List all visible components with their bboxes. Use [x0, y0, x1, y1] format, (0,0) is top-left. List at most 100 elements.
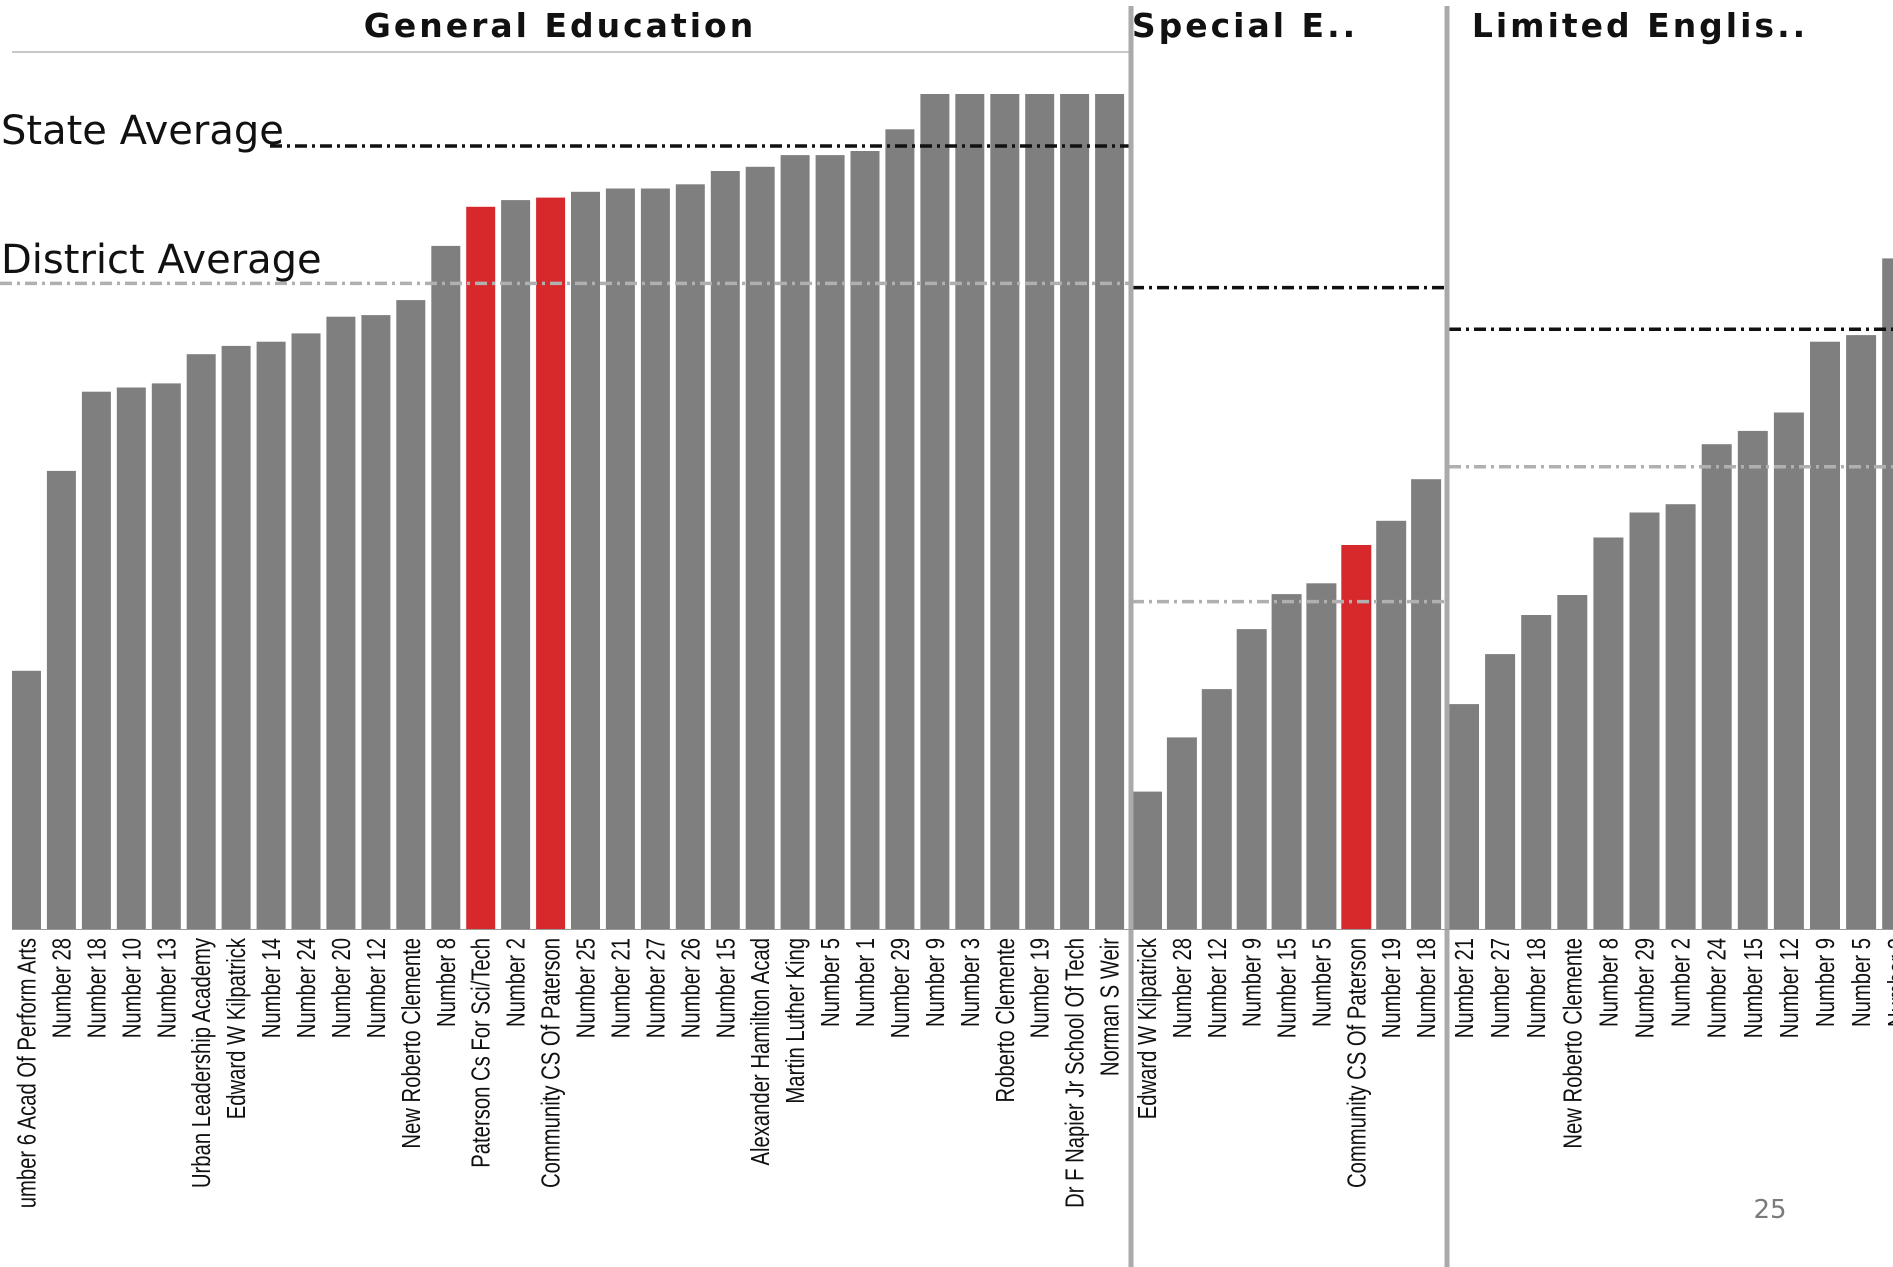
bar-general-education-10: [361, 315, 391, 930]
bar-general-education-0: [12, 670, 41, 929]
tick-label-general-education-17: Number 21: [606, 938, 635, 1038]
reference-lines-layer: [0, 144, 1893, 604]
bar-general-education-31: [1095, 94, 1125, 929]
bar-limited-englis-8: [1737, 430, 1768, 929]
text-layer: General Education umber 6 Acad Of Perform…: [12, 6, 1893, 1208]
bar-special-e-1: [1166, 737, 1197, 929]
bar-special-e-7: [1376, 520, 1407, 929]
tick-label-limited-englis-5: Number 29: [1630, 938, 1659, 1038]
bar-general-education-15: [536, 197, 566, 930]
tick-label-general-education-11: New Roberto Clemente: [396, 938, 425, 1149]
tick-label-limited-englis-9: Number 12: [1774, 938, 1803, 1038]
bar-limited-englis-0: [1449, 704, 1479, 929]
tick-label-general-education-30: Dr F Napier Jr School Of Tech: [1060, 938, 1089, 1208]
bar-limited-englis-7: [1701, 444, 1732, 929]
bar-special-e-8: [1411, 479, 1442, 929]
panel-title-general-education: General Education: [364, 6, 756, 45]
tick-label-limited-englis-1: Number 27: [1486, 938, 1515, 1038]
panel-title-special-e: Special E..: [1132, 6, 1358, 45]
tick-label-special-e-0: Edward W Kilpatrick: [1133, 938, 1162, 1120]
tick-label-general-education-20: Number 15: [711, 938, 740, 1038]
bar-general-education-3: [116, 387, 146, 929]
bar-special-e-2: [1201, 689, 1232, 929]
bar-special-e-6: [1341, 545, 1372, 929]
tick-label-general-education-27: Number 3: [955, 938, 984, 1027]
bar-general-education-23: [815, 155, 845, 930]
bar-general-education-27: [955, 94, 985, 929]
bar-general-education-6: [221, 345, 251, 929]
bar-general-education-16: [571, 191, 600, 930]
bar-general-education-12: [431, 245, 461, 929]
bar-special-e-3: [1236, 629, 1267, 929]
tick-label-limited-englis-7: Number 24: [1702, 938, 1731, 1038]
bar-general-education-11: [396, 300, 426, 930]
bar-general-education-18: [640, 188, 670, 929]
bar-limited-englis-2: [1521, 615, 1552, 929]
bar-general-education-13: [466, 206, 496, 930]
bar-limited-englis-11: [1846, 335, 1877, 930]
tick-label-general-education-8: Number 24: [292, 938, 321, 1038]
bar-general-education-4: [151, 383, 181, 929]
bar-limited-englis-9: [1773, 412, 1804, 929]
bar-general-education-8: [291, 333, 321, 929]
bar-limited-englis-5: [1629, 512, 1660, 929]
tick-label-limited-englis-4: Number 8: [1594, 938, 1623, 1027]
state-average-label: State Average: [1, 108, 284, 154]
bar-general-education-26: [920, 94, 950, 929]
tick-label-general-education-1: Number 28: [47, 938, 76, 1038]
bar-limited-englis-12: [1882, 258, 1893, 929]
bar-general-education-5: [186, 354, 216, 929]
bar-general-education-25: [885, 129, 915, 930]
tick-label-limited-englis-3: New Roberto Clemente: [1558, 938, 1587, 1149]
bar-general-education-22: [780, 155, 810, 930]
bar-general-education-20: [710, 171, 740, 929]
tick-label-general-education-29: Number 19: [1025, 938, 1054, 1038]
tick-label-general-education-21: Alexander Hamilton Acad: [746, 938, 775, 1166]
district-average-label: District Average: [1, 237, 322, 283]
bar-special-e-5: [1306, 583, 1337, 929]
panel-title-limited-englis: Limited Englis..: [1472, 6, 1808, 45]
tick-label-general-education-31: Norman S Weir: [1095, 938, 1124, 1076]
tick-label-limited-englis-2: Number 18: [1522, 938, 1551, 1038]
tick-label-special-e-1: Number 28: [1167, 938, 1196, 1038]
tick-label-general-education-4: Number 13: [152, 938, 181, 1038]
tick-label-general-education-9: Number 20: [326, 938, 355, 1038]
bar-limited-englis-3: [1557, 595, 1588, 929]
tick-label-general-education-25: Number 29: [885, 938, 914, 1038]
tick-label-limited-englis-6: Number 2: [1666, 938, 1695, 1027]
tick-label-special-e-3: Number 9: [1237, 938, 1266, 1027]
bar-special-e-4: [1271, 594, 1302, 929]
tick-label-general-education-15: Community CS Of Paterson: [536, 938, 565, 1188]
tick-label-limited-englis-8: Number 15: [1738, 938, 1767, 1038]
tick-label-special-e-5: Number 5: [1307, 938, 1336, 1027]
tick-label-general-education-6: Edward W Kilpatrick: [222, 938, 251, 1120]
tick-label-general-education-18: Number 27: [641, 938, 670, 1038]
tick-label-general-education-26: Number 9: [920, 938, 949, 1027]
bar-limited-englis-6: [1665, 504, 1696, 929]
bar-general-education-21: [745, 166, 775, 930]
tick-label-general-education-0: umber 6 Acad Of Perform Arts: [12, 938, 41, 1208]
bar-general-education-14: [501, 200, 531, 930]
tick-label-limited-englis-11: Number 5: [1847, 938, 1876, 1027]
tick-label-general-education-28: Roberto Clemente: [990, 938, 1019, 1102]
tick-label-general-education-14: Number 2: [501, 938, 530, 1027]
tick-label-limited-englis-12: Number 3: [1883, 938, 1893, 1027]
bar-special-e-0: [1132, 791, 1162, 929]
tick-label-general-education-12: Number 8: [431, 938, 460, 1027]
bar-general-education-1: [46, 470, 76, 929]
bar-general-education-24: [850, 151, 880, 929]
tick-label-special-e-7: Number 19: [1377, 938, 1406, 1038]
tick-label-general-education-3: Number 10: [117, 938, 146, 1038]
tick-label-general-education-22: Martin Luther King: [781, 938, 810, 1104]
tick-label-general-education-19: Number 26: [676, 938, 705, 1038]
bars-layer: [12, 94, 1893, 930]
bar-limited-englis-4: [1593, 537, 1624, 929]
bar-general-education-2: [81, 391, 111, 929]
tick-label-special-e-8: Number 18: [1412, 938, 1441, 1038]
tick-label-special-e-2: Number 12: [1202, 938, 1231, 1038]
tick-label-general-education-16: Number 25: [571, 938, 600, 1038]
tick-label-general-education-10: Number 12: [361, 938, 390, 1038]
bar-general-education-7: [256, 341, 286, 929]
bar-general-education-17: [605, 188, 635, 929]
